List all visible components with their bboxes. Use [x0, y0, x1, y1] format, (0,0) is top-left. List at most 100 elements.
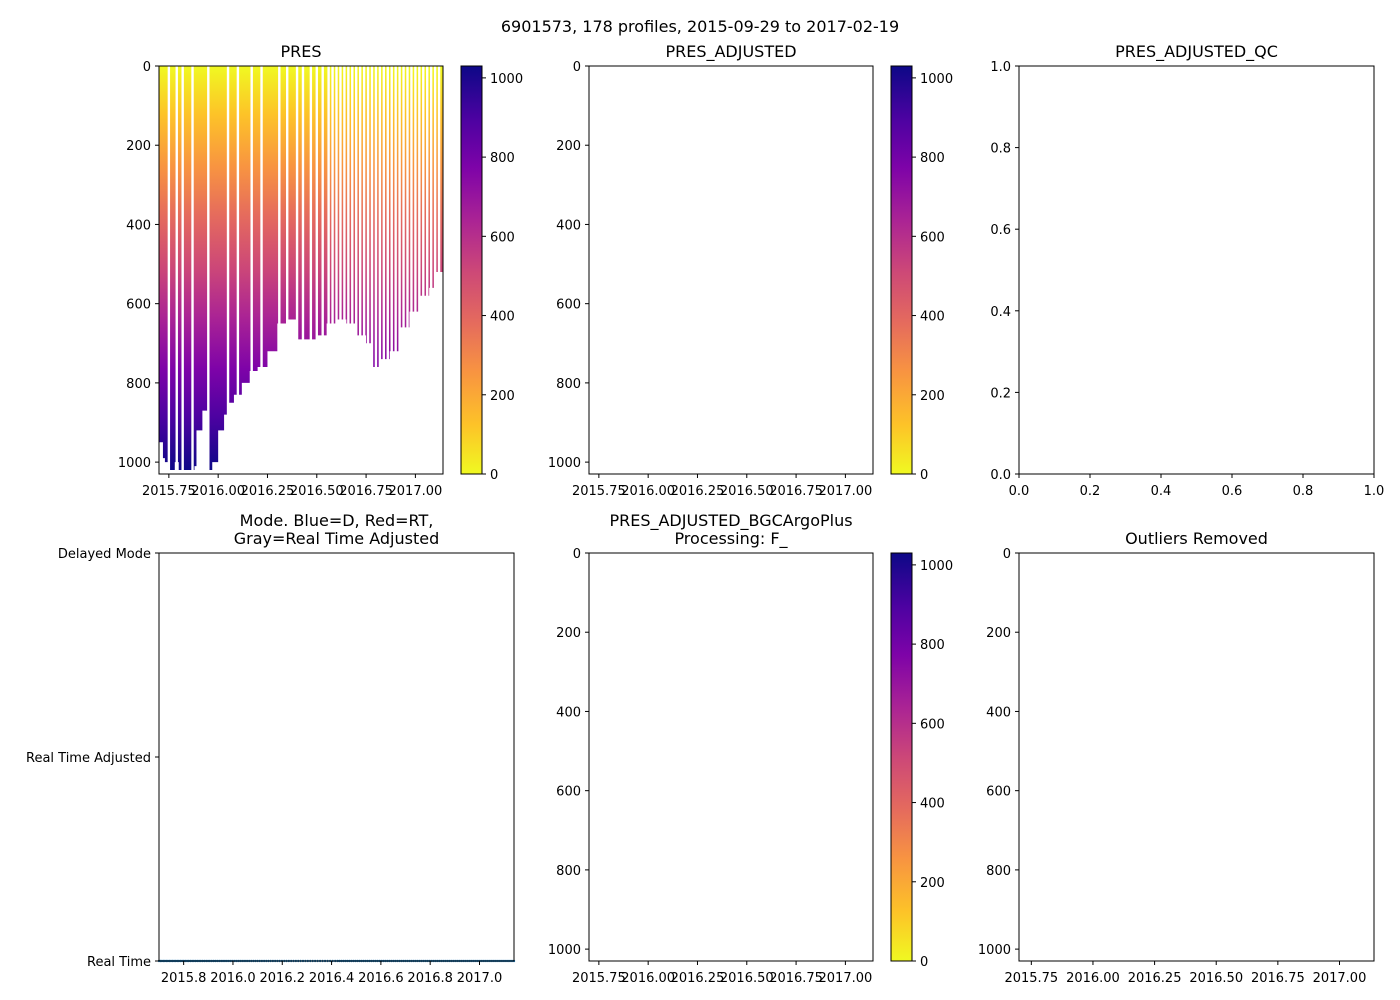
heatmap-gap-1 [175, 66, 178, 474]
heatmap-gap-6 [236, 66, 240, 474]
x-tick-label: 2016.00 [621, 484, 675, 499]
y-tick-label: 600 [126, 298, 151, 313]
heatmap-gap-42 [429, 66, 433, 474]
heatmap-gap-12 [301, 66, 305, 474]
y-tick-label: 200 [126, 139, 151, 154]
panel-title-line: PRES_ADJUSTED_BGCArgoPlus [609, 511, 852, 531]
x-tick-label: 2017.00 [819, 971, 873, 986]
x-tick-label: 0.6 [1222, 484, 1243, 499]
axes-frame [158, 552, 515, 962]
colorbar-gradient [460, 65, 483, 475]
y-tick-label: 0.4 [990, 305, 1011, 320]
x-tick-label: 2016.8 [407, 971, 453, 986]
colorbar-tick-label: 200 [920, 389, 945, 404]
panel-title: PRES_ADJUSTED [665, 42, 796, 62]
x-tick-label: 2015.8 [161, 971, 207, 986]
y-tick-label: 1000 [978, 943, 1011, 958]
heatmap-gap-35 [402, 66, 405, 474]
y-tick-label: 600 [556, 298, 581, 313]
colorbar-tick-label: 600 [490, 230, 515, 245]
heatmap-gap-5 [226, 66, 230, 474]
y-tick-label: 400 [126, 218, 151, 233]
x-tick-label: 0.0 [1009, 484, 1030, 499]
heatmap-gap-28 [374, 66, 378, 474]
colorbar-tick-label: 400 [920, 310, 945, 325]
heatmap-gap-32 [390, 66, 393, 474]
heatmap-gap-3 [191, 66, 194, 474]
heatmap-gap-0 [167, 66, 171, 474]
y-tick-label: 0 [573, 547, 581, 562]
colorbar-tick-label: 600 [920, 230, 945, 245]
x-tick-label: 2017.00 [819, 484, 873, 499]
y-tick-label: 400 [556, 218, 581, 233]
chart-panel-6: 2015.75 2016.00 2016.25 2016.50 2016.75 2017.… [978, 529, 1375, 986]
y-tick-label: 600 [556, 785, 581, 800]
chart-panel-4: 2015.8 2016.0 2016.2 2016.4 2016.6 2016.8 2017… [26, 511, 516, 986]
panel-title: Outliers Removed [1125, 529, 1268, 548]
y-tick-label: 200 [986, 626, 1011, 641]
colorbar-tick-label: 800 [920, 151, 945, 166]
x-tick-label: 2016.75 [1251, 971, 1305, 986]
heatmap-gap-19 [339, 66, 342, 474]
x-tick-label: 2017.0 [457, 971, 503, 986]
colorbar-tick-label: 0 [920, 955, 928, 970]
colorbar-tick-label: 400 [490, 310, 515, 325]
heatmap-gap-7 [250, 66, 253, 474]
x-tick-label: 2015.75 [572, 971, 626, 986]
colorbar-tick-label: 400 [920, 797, 945, 812]
x-tick-label: 2016.00 [191, 484, 245, 499]
y-tick-label: Real Time Adjusted [26, 751, 151, 766]
x-tick-label: 2016.50 [1189, 971, 1243, 986]
heatmap-gap-26 [366, 66, 370, 474]
x-tick-label: 2016.75 [339, 484, 393, 499]
y-tick-label: 1000 [118, 456, 151, 471]
y-tick-label: 0.2 [990, 386, 1011, 401]
x-tick-label: 2016.4 [309, 971, 355, 986]
heatmap-gap-27 [370, 66, 374, 474]
y-tick-label: Real Time [87, 955, 151, 970]
colorbar: 0 200 400 600 800 1000 [460, 65, 523, 483]
heatmap-gap-4 [207, 66, 210, 474]
x-tick-label: 2016.25 [1128, 971, 1182, 986]
panel-title-line: Gray=Real Time Adjusted [234, 529, 440, 548]
axes-frame [588, 552, 874, 962]
figure-title: 6901573, 178 profiles, 2015-09-29 to 201… [501, 17, 899, 36]
y-tick-label: 400 [986, 705, 1011, 720]
axes-frame [1018, 65, 1375, 475]
chart-panel-5: 2015.752016.002016.252016.502016.752017.… [548, 511, 953, 986]
heatmap-gap-16 [327, 66, 330, 474]
colorbar: 0 200 400 600 800 1000 [890, 65, 953, 483]
colorbar: 0 200 400 600 800 1000 [890, 552, 953, 970]
heatmap-gap-13 [309, 66, 313, 474]
x-tick-label: 0.8 [1293, 484, 1314, 499]
heatmap-gap-41 [426, 66, 429, 474]
heatmap-gap-11 [295, 66, 299, 474]
x-tick-label: 2015.75 [572, 484, 626, 499]
panel-title-line: Processing: F_ [674, 529, 788, 549]
axes-frame [158, 65, 444, 475]
heatmap-gap-31 [386, 66, 389, 474]
colorbar-tick-label: 1000 [920, 72, 953, 87]
axes-frame [1018, 552, 1375, 962]
heatmap-gap-23 [355, 66, 358, 474]
x-tick-label: 2015.75 [1004, 971, 1058, 986]
heatmap-gap-22 [351, 66, 354, 474]
x-tick-label: 2016.6 [358, 971, 404, 986]
heatmap-gap-14 [315, 66, 318, 474]
x-tick-label: 2016.0 [210, 971, 256, 986]
y-tick-label: 0 [1003, 547, 1011, 562]
heatmap-gap-9 [278, 66, 281, 474]
x-tick-label: 2016.25 [241, 484, 295, 499]
panel-title-line: Mode. Blue=D, Red=RT, [240, 511, 434, 530]
heatmap-gap-21 [347, 66, 350, 474]
heatmap-gap-30 [382, 66, 386, 474]
heatmap-gap-38 [414, 66, 417, 474]
y-tick-label: 0 [573, 60, 581, 75]
y-tick-label: 600 [986, 785, 1011, 800]
y-tick-label: 1.0 [990, 60, 1011, 75]
heatmap-gap-2 [181, 66, 184, 474]
x-tick-label: 2016.50 [290, 484, 344, 499]
colorbar-tick-label: 200 [920, 876, 945, 891]
x-tick-label: 2017.00 [1313, 971, 1367, 986]
heatmap-gap-20 [343, 66, 346, 474]
